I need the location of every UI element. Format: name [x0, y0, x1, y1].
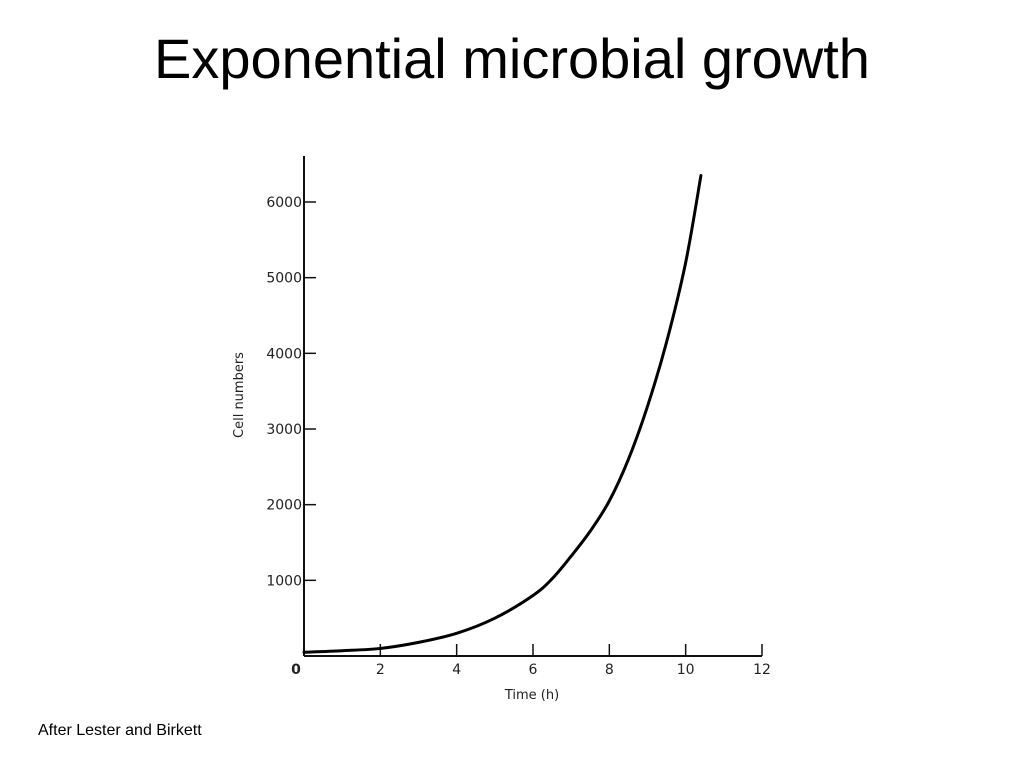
y-tick-label: 1000	[266, 573, 302, 589]
x-tick-label: 4	[452, 662, 461, 678]
y-axis-title: Cell numbers	[232, 352, 247, 438]
x-tick-label: 0	[291, 662, 301, 678]
x-tick-label: 8	[605, 662, 614, 678]
y-tick-label: 5000	[266, 271, 302, 287]
y-tick-label: 6000	[266, 195, 302, 211]
credit-text: After Lester and Birkett	[38, 722, 202, 739]
x-ticks: 0 2 4 6 8 10 12	[291, 644, 771, 678]
y-tick-label: 4000	[266, 346, 302, 362]
x-tick-label: 12	[753, 662, 771, 678]
y-ticks: 1000 2000 3000 4000 5000 6000	[266, 195, 316, 589]
x-tick-label: 10	[677, 662, 695, 678]
x-tick-label: 2	[376, 662, 385, 678]
x-tick-label: 6	[529, 662, 538, 678]
y-tick-label: 2000	[266, 498, 302, 514]
slide-title: Exponential microbial growth	[154, 27, 870, 90]
x-axis-title: Time (h)	[504, 688, 559, 703]
series-line	[302, 174, 703, 654]
y-tick-label: 3000	[266, 422, 302, 438]
